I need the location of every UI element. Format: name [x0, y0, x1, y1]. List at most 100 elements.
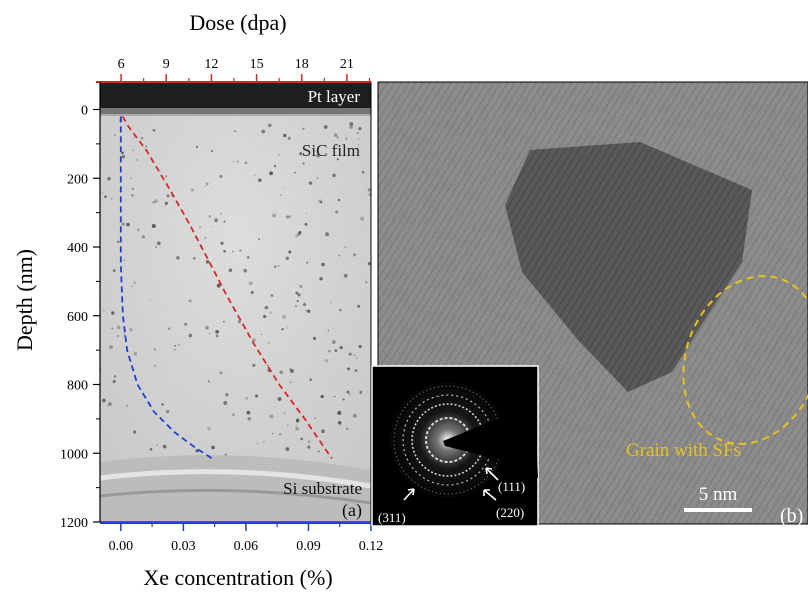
ring-label-311: (311)	[378, 510, 406, 525]
defect-speckle	[162, 444, 167, 449]
defect-speckle	[215, 329, 219, 334]
defect-speckle	[269, 414, 274, 419]
defect-speckle	[164, 175, 168, 178]
defect-speckle	[190, 188, 194, 192]
defect-speckle	[285, 215, 289, 219]
defect-speckle	[277, 397, 282, 401]
defect-speckle	[208, 215, 212, 218]
defect-speckle	[357, 132, 359, 134]
depth-axis-title: Depth (nm)	[12, 249, 37, 351]
defect-speckle	[145, 145, 148, 148]
defect-speckle	[279, 370, 284, 375]
defect-speckle	[223, 220, 226, 223]
defect-speckle	[215, 334, 219, 338]
depth-tick-label: 1200	[60, 516, 88, 531]
defect-speckle	[152, 201, 155, 204]
defect-speckle	[195, 145, 199, 148]
defect-speckle	[263, 314, 267, 319]
dose-axis-title: Dose (dpa)	[189, 10, 286, 35]
defect-speckle	[205, 260, 210, 264]
defect-speckle	[112, 269, 116, 272]
defect-speckle	[321, 262, 325, 267]
defect-speckle	[316, 153, 320, 158]
defect-speckle	[173, 348, 176, 352]
defect-speckle	[207, 380, 210, 383]
defect-speckle	[357, 138, 360, 140]
depth-tick-label: 800	[67, 379, 88, 394]
defect-speckle	[263, 440, 265, 443]
scale-bar	[684, 508, 752, 512]
defect-speckle	[184, 322, 188, 326]
defect-speckle	[352, 413, 357, 418]
defect-speckle	[367, 262, 371, 266]
defect-speckle	[296, 300, 299, 303]
defect-speckle	[121, 222, 125, 226]
dose-tick-label: 21	[340, 57, 354, 72]
pt-layer-label: Pt layer	[308, 87, 361, 106]
defect-speckle	[353, 253, 357, 257]
defect-speckle	[304, 222, 308, 226]
defect-speckle	[256, 442, 259, 445]
defect-speckle	[287, 136, 291, 140]
defect-speckle	[316, 177, 319, 179]
defect-speckle	[285, 256, 289, 261]
defect-speckle	[253, 174, 256, 176]
defect-speckle	[307, 445, 311, 449]
defect-speckle	[318, 199, 323, 204]
defect-speckle	[355, 357, 358, 359]
defect-speckle	[151, 224, 156, 228]
defect-speckle	[283, 133, 287, 138]
defect-speckle	[264, 305, 269, 310]
xe-axis-title: Xe concentration (%)	[143, 565, 332, 590]
profile-curves	[119, 115, 333, 461]
defect-speckle	[219, 371, 223, 375]
defect-speckle	[321, 429, 325, 434]
defect-speckle	[334, 349, 338, 352]
defect-speckle	[223, 401, 228, 405]
defect-speckle	[188, 299, 192, 303]
defect-speckle	[166, 194, 170, 198]
defect-speckle	[300, 437, 304, 441]
defect-speckle	[295, 291, 299, 295]
defect-speckle	[234, 130, 236, 132]
defect-speckle	[339, 346, 343, 350]
defect-speckle	[110, 197, 113, 200]
defect-speckle	[112, 380, 116, 384]
dose-tick-label: 12	[204, 57, 218, 72]
defect-speckle	[299, 152, 303, 156]
defect-speckle	[237, 320, 241, 324]
defect-speckle	[248, 281, 253, 286]
defect-speckle	[295, 304, 297, 307]
depth-axis: 0 200 400 600 800 1000 1200	[60, 82, 101, 531]
defect-speckle	[237, 160, 239, 163]
defect-speckle	[320, 201, 323, 204]
defect-speckle	[246, 255, 250, 259]
defect-speckle	[342, 398, 345, 401]
defect-speckle	[281, 328, 284, 331]
defect-speckle	[333, 395, 336, 398]
defect-speckle	[207, 427, 211, 431]
defect-speckle	[141, 235, 145, 239]
defect-speckle	[108, 402, 112, 406]
defect-speckle	[113, 375, 117, 378]
defect-speckle	[133, 137, 135, 139]
defect-speckle	[347, 367, 351, 371]
defect-speckle	[103, 309, 105, 311]
defect-speckle	[228, 268, 233, 272]
defect-speckle	[268, 342, 270, 344]
defect-speckle	[137, 228, 140, 232]
defect-speckle	[205, 326, 209, 330]
beam-stop	[443, 408, 538, 478]
defect-speckle	[104, 195, 107, 199]
defect-speckle	[132, 149, 134, 151]
defect-speckle	[205, 185, 207, 188]
defect-speckle	[358, 126, 362, 131]
defect-speckle	[278, 153, 280, 156]
defect-speckle	[260, 333, 263, 335]
defect-speckle	[271, 432, 274, 435]
defect-speckle	[223, 249, 226, 253]
defect-speckle	[272, 213, 277, 218]
defect-speckle	[121, 151, 125, 154]
defect-speckle	[165, 409, 170, 414]
